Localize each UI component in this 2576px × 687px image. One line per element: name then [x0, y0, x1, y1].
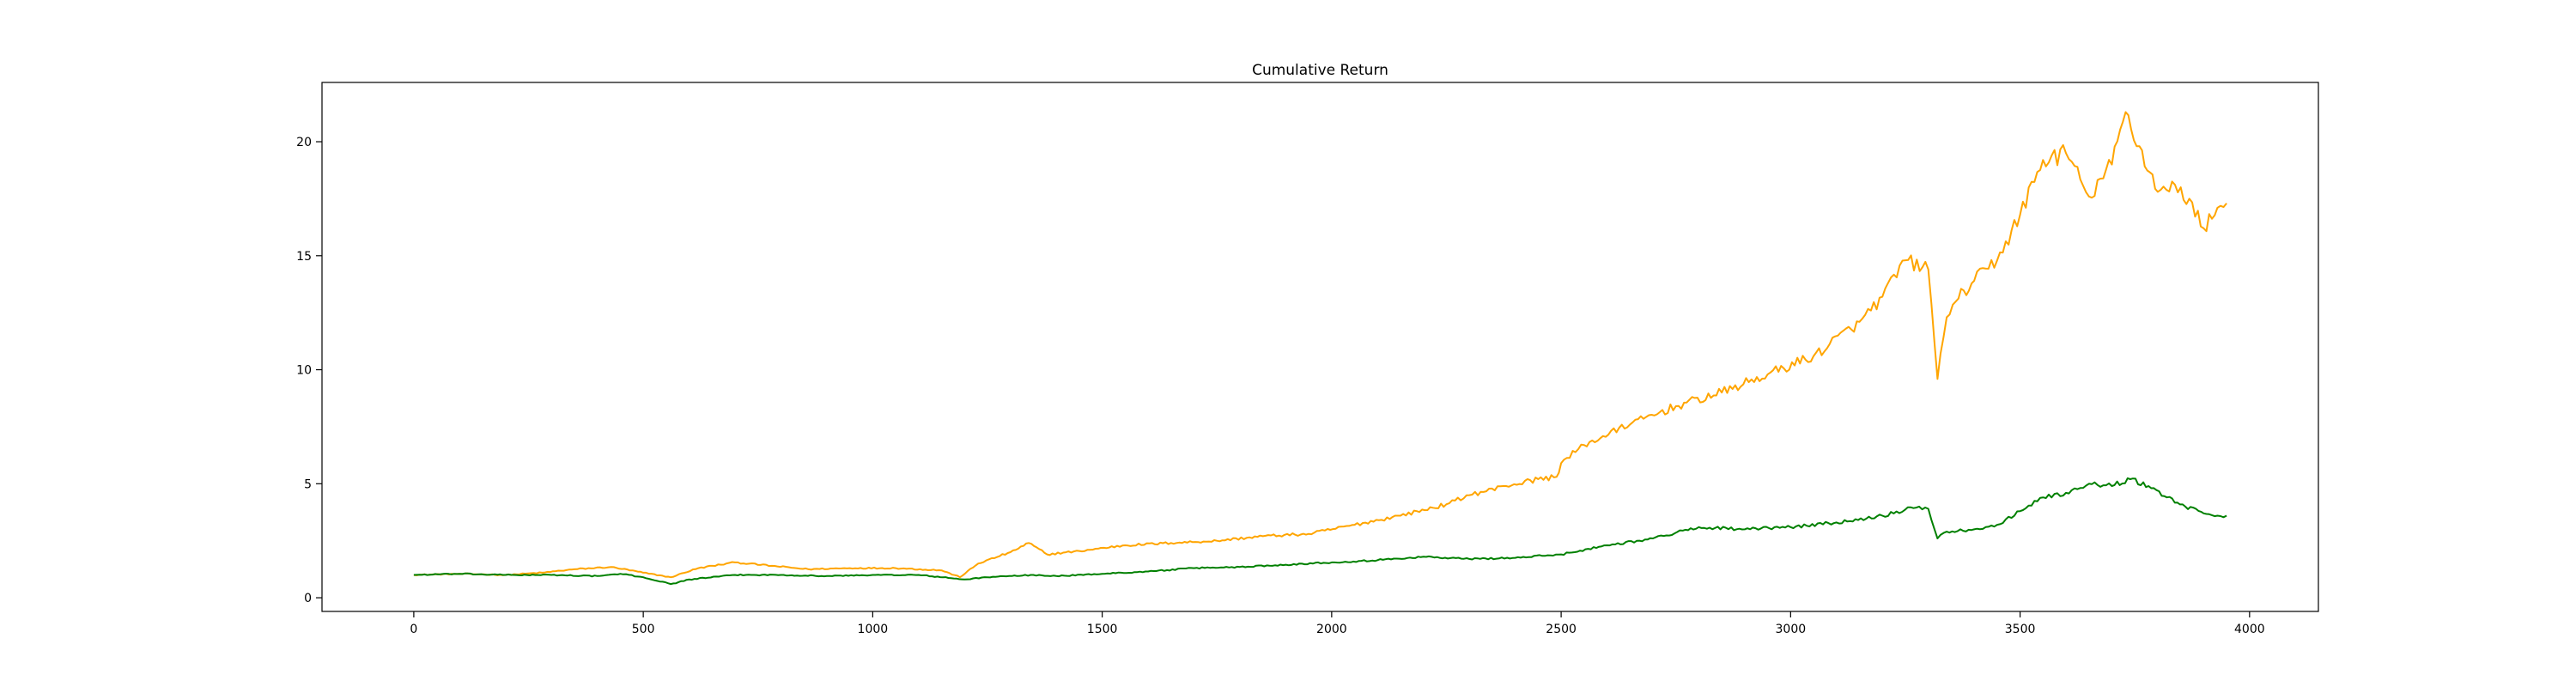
y-tick-label: 10 [296, 364, 312, 378]
x-tick-label: 1500 [1087, 623, 1118, 636]
x-tick-label: 4000 [2234, 623, 2265, 636]
y-tick-label: 0 [304, 592, 312, 605]
x-tick-label: 2000 [1316, 623, 1347, 636]
x-axis: 0 500 1000 1500 2000 2500 3000 3500 4000 [410, 611, 2265, 636]
x-tick-label: 3000 [1776, 623, 1807, 636]
series-layer [413, 111, 2227, 586]
plot-area [322, 82, 2318, 611]
plot-frame [321, 82, 2319, 612]
chart-title: Cumulative Return [1252, 62, 1388, 79]
y-axis: 0 5 10 15 20 [296, 136, 322, 605]
x-tick-label: 500 [632, 623, 655, 636]
y-tick-label: 20 [296, 136, 312, 149]
series-line-1 [413, 111, 2227, 579]
x-tick-label: 1000 [858, 623, 889, 636]
series-line-2 [413, 477, 2227, 586]
x-tick-label: 2500 [1546, 623, 1577, 636]
y-tick-label: 5 [304, 477, 312, 491]
x-tick-label: 0 [410, 623, 417, 636]
y-tick-label: 15 [296, 250, 312, 264]
x-tick-label: 3500 [2005, 623, 2036, 636]
